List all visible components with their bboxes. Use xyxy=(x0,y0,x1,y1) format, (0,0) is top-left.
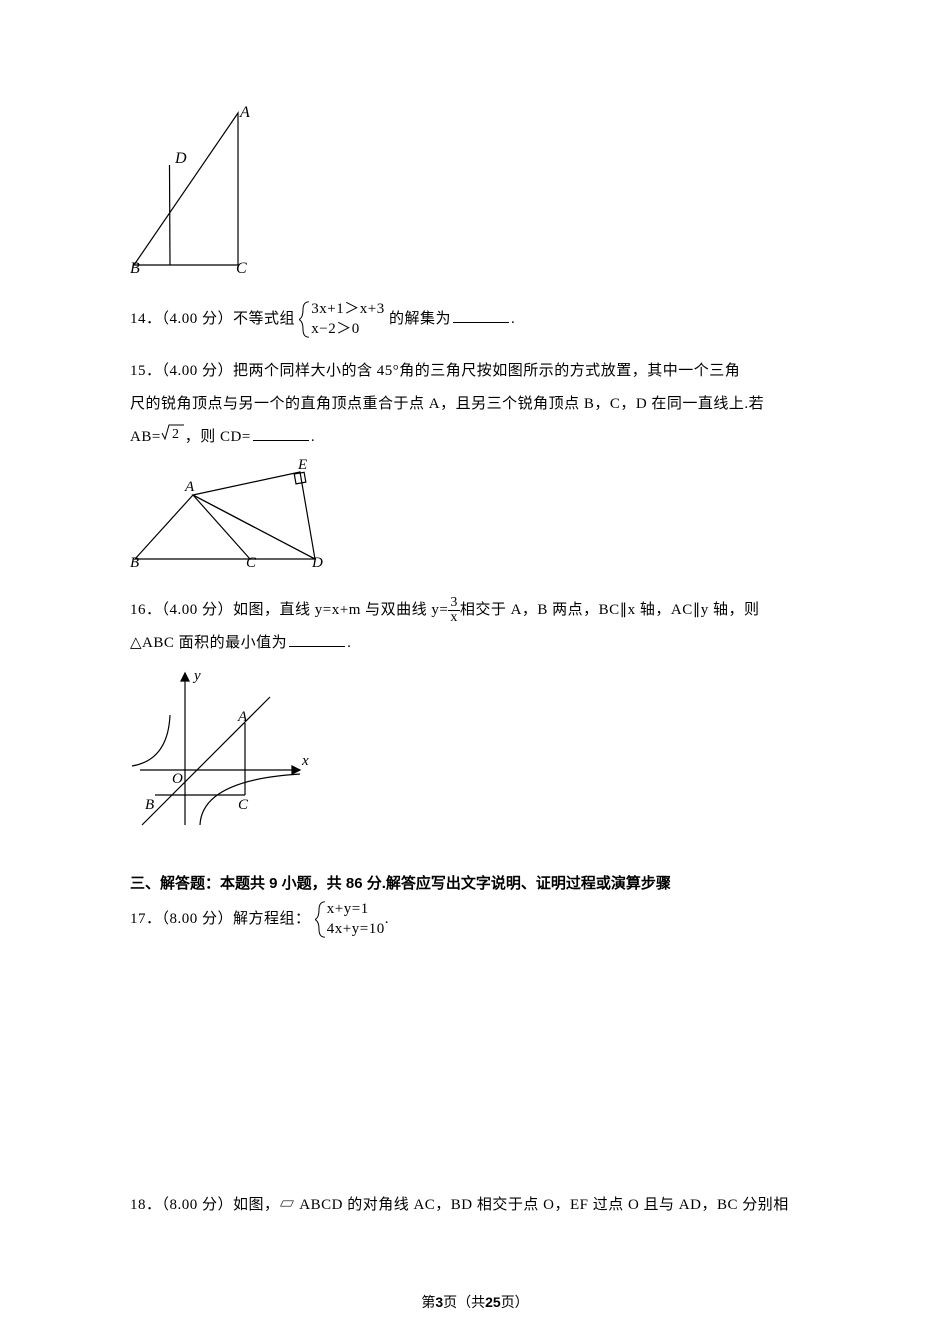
section3-header: 三、解答题：本题共 9 小题，共 86 分.解答应写出文字说明、证明过程或演算步… xyxy=(130,867,820,900)
label-B: B xyxy=(130,555,139,569)
q14-number: 14． xyxy=(130,311,162,327)
q18-body: 如图，▱ ABCD 的对角线 AC，BD 相交于点 O，EF 过点 O 且与 A… xyxy=(233,1197,789,1213)
footer-page: 3 xyxy=(435,1294,443,1310)
q17: 17．（8.00 分）解方程组： x+y=1 4x+y=10 . xyxy=(130,900,820,939)
spacer xyxy=(130,939,820,1189)
label-C: C xyxy=(246,555,257,569)
q14-system: 3x+1＞x+3 x−2＞0 xyxy=(299,300,384,339)
svg-text:2: 2 xyxy=(172,427,180,441)
q14-points: （4.00 分） xyxy=(162,311,234,327)
q18-number: 18． xyxy=(130,1197,162,1213)
q14-suffix1: 的解集为 xyxy=(389,311,451,327)
q16-body1b: 相交于 A，B 两点，BC∥x 轴，AC∥y 轴，则 xyxy=(460,602,760,618)
label-y: y xyxy=(192,668,201,684)
label-D: D xyxy=(174,150,187,167)
q17-eq2: 4x+y=10 xyxy=(327,921,385,937)
q15-figure: A B C D E xyxy=(130,459,820,582)
label-C: C xyxy=(236,260,247,275)
footer-pre: 第 xyxy=(421,1296,435,1311)
q17-system: x+y=1 4x+y=10 xyxy=(315,900,385,939)
q15-blank xyxy=(253,426,309,441)
page-footer: 第3页（共25页） xyxy=(0,1287,950,1320)
q17-points: （8.00 分） xyxy=(162,911,234,927)
label-E: E xyxy=(297,459,307,473)
footer-total: 25 xyxy=(485,1294,501,1310)
q14-suffix2: . xyxy=(511,311,515,327)
q16-figure: y x O A B C xyxy=(130,665,820,843)
q15-points: （4.00 分） xyxy=(162,363,234,379)
label-A: A xyxy=(184,479,195,495)
q17-prefix: 解方程组： xyxy=(233,911,311,927)
label-B: B xyxy=(145,797,154,813)
q13-figure: A D B C xyxy=(130,105,820,288)
q16-body1a: 如图，直线 y=x+m 与双曲线 y= xyxy=(233,602,448,618)
label-x: x xyxy=(301,753,309,769)
q15-body3a: AB= xyxy=(130,429,161,445)
q16-body2a: △ABC 面积的最小值为 xyxy=(130,635,287,651)
label-A: A xyxy=(239,105,250,121)
q15-line2: 尺的锐角顶点与另一个的直角顶点重合于点 A，且另三个锐角顶点 B，C，D 在同一… xyxy=(130,388,820,421)
q14: 14．（4.00 分）不等式组 3x+1＞x+3 x−2＞0 的解集为. xyxy=(130,300,820,339)
q15-body3b: ，则 CD= xyxy=(185,429,251,445)
q15-line3: AB= 2 ，则 CD=. xyxy=(130,421,820,454)
q16-number: 16． xyxy=(130,602,162,618)
label-O: O xyxy=(172,771,183,787)
q15-number: 15． xyxy=(130,363,162,379)
label-C: C xyxy=(238,797,249,813)
q14-ineq1: 3x+1＞x+3 xyxy=(311,301,384,317)
label-B: B xyxy=(130,260,140,275)
footer-post: 页） xyxy=(501,1296,529,1311)
sqrt-icon: 2 xyxy=(161,421,185,454)
q16-line1: 16．（4.00 分）如图，直线 y=x+m 与双曲线 y=3x相交于 A，B … xyxy=(130,594,820,627)
q17-number: 17． xyxy=(130,911,162,927)
q15-body1: 把两个同样大小的含 45°角的三角尺按如图所示的方式放置，其中一个三角 xyxy=(233,363,740,379)
q16-points: （4.00 分） xyxy=(162,602,234,618)
q16-frac: 3x xyxy=(448,596,460,625)
q15-line1: 15．（4.00 分）把两个同样大小的含 45°角的三角尺按如图所示的方式放置，… xyxy=(130,355,820,388)
q18: 18．（8.00 分）如图，▱ ABCD 的对角线 AC，BD 相交于点 O，E… xyxy=(130,1189,820,1222)
q17-suffix: . xyxy=(385,911,389,927)
q18-points: （8.00 分） xyxy=(162,1197,234,1213)
q14-blank xyxy=(453,308,509,323)
q14-ineq2: x−2＞0 xyxy=(311,321,359,337)
q16-line2: △ABC 面积的最小值为. xyxy=(130,627,820,660)
label-D: D xyxy=(311,555,323,569)
q15-body3c: . xyxy=(311,429,315,445)
q17-eq1: x+y=1 xyxy=(327,901,369,917)
footer-mid: 页（共 xyxy=(443,1296,485,1311)
q16-body2b: . xyxy=(347,635,351,651)
q16-blank xyxy=(289,632,345,647)
label-A: A xyxy=(237,709,248,725)
q14-prefix: 不等式组 xyxy=(233,311,295,327)
